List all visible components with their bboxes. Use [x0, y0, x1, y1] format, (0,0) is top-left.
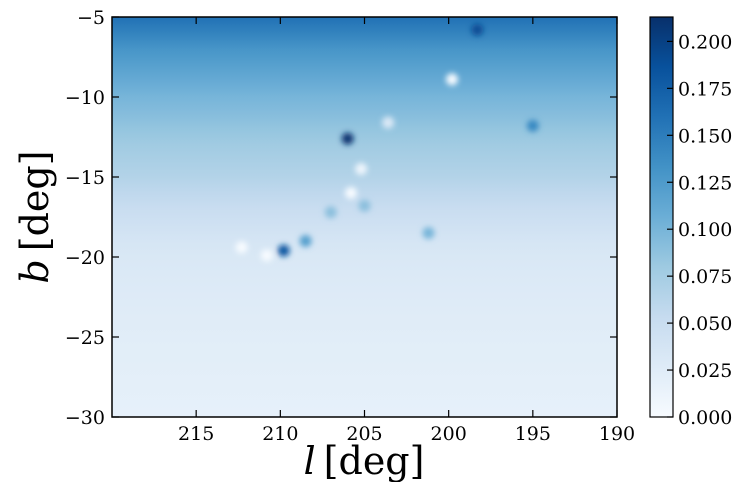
x-axis-label: l [deg] — [304, 439, 425, 482]
heatmap-feature — [446, 73, 458, 86]
colorbar-tick-label: 0.075 — [678, 266, 732, 288]
y-tick-label: −5 — [77, 7, 105, 29]
x-axis: 215 210 205 200 195 190 — [178, 17, 635, 445]
y-tick-label: −10 — [65, 87, 105, 109]
heatmap-feature — [382, 116, 395, 129]
x-tick-label: 200 — [431, 423, 467, 445]
colorbar-tick-label: 0.000 — [678, 407, 732, 429]
heatmap-feature — [358, 199, 371, 212]
heatmap-feature — [526, 119, 539, 132]
heatmap-feature — [260, 249, 273, 262]
colorbar-tick-label: 0.050 — [678, 313, 732, 335]
colorbar-tick-label: 0.125 — [678, 172, 732, 194]
heatmap-feature — [277, 244, 290, 257]
colorbar-tick-label: 0.200 — [678, 31, 732, 53]
colorbar-tick-label: 0.100 — [678, 219, 732, 241]
colorbar-tick-label: 0.150 — [678, 125, 732, 147]
x-tick-label: 205 — [346, 423, 382, 445]
colorbar-tick-label: 0.175 — [678, 78, 732, 100]
colorbar-tick-label: 0.025 — [678, 360, 732, 382]
y-tick-label: −25 — [65, 327, 105, 349]
heatmap-field — [112, 17, 617, 417]
x-tick-label: 215 — [178, 423, 214, 445]
x-tick-label: 210 — [262, 423, 298, 445]
y-tick-label: −20 — [65, 247, 105, 269]
heatmap-feature — [324, 206, 337, 219]
heatmap-feature — [422, 227, 435, 239]
heatmap-feature — [235, 241, 248, 254]
heatmap-feature — [341, 132, 354, 145]
colorbar-frame — [649, 16, 674, 418]
heatmap-feature — [471, 23, 484, 36]
colorbar — [650, 17, 673, 417]
colorbar-axis: 0.000 0.025 0.050 0.075 0.100 0.125 0.150 0.175… — [667, 31, 732, 429]
heatmap-feature — [299, 235, 312, 247]
heatmap-image — [112, 17, 617, 417]
y-tick-label: −30 — [65, 407, 105, 429]
heatmap-feature — [355, 163, 368, 175]
x-tick-label: 195 — [515, 423, 551, 445]
y-axis-label: b[deg] — [13, 150, 57, 283]
x-tick-label: 190 — [599, 423, 635, 445]
heatmap-feature — [345, 187, 357, 199]
y-axis: −5 −10 −15 −20 −25 −30 — [65, 7, 617, 429]
y-tick-label: −15 — [65, 167, 105, 189]
